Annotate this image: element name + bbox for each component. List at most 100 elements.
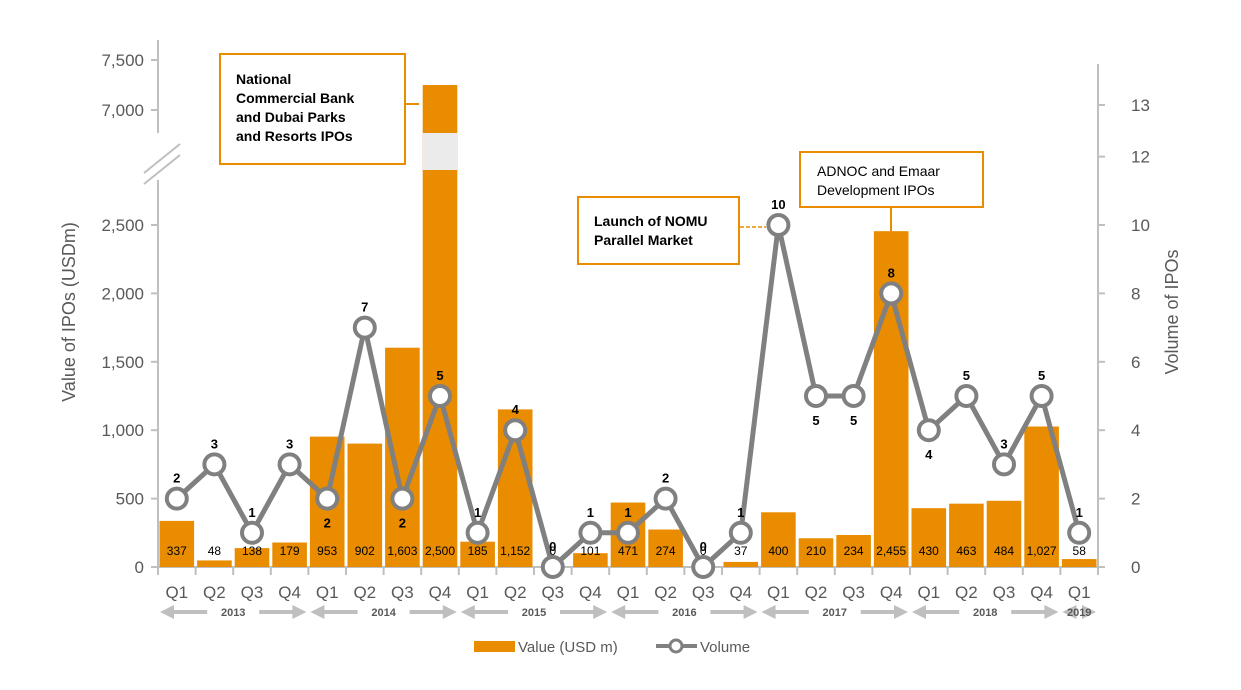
legend-volume-marker-icon bbox=[668, 638, 684, 654]
arrow-right-icon bbox=[743, 605, 758, 619]
volume-value-label: 1 bbox=[737, 505, 744, 520]
callout-ncb-line: and Resorts IPOs bbox=[236, 128, 353, 144]
volume-marker bbox=[428, 384, 452, 408]
quarter-label: Q4 bbox=[429, 583, 452, 602]
volume-value-label: 5 bbox=[850, 413, 857, 428]
value-bar bbox=[197, 560, 232, 567]
callout-ncb: National Commercial Bank and Dubai Parks… bbox=[219, 53, 406, 165]
value-bar bbox=[986, 500, 1022, 567]
value-bar bbox=[347, 443, 383, 567]
volume-value-label: 5 bbox=[1038, 368, 1045, 383]
volume-value-label: 5 bbox=[963, 368, 970, 383]
bar-value-label: 902 bbox=[355, 544, 375, 558]
volume-value-label: 2 bbox=[173, 471, 180, 486]
value-bar bbox=[234, 548, 270, 567]
value-bar bbox=[385, 347, 420, 567]
callout-nomu-line: Parallel Market bbox=[594, 232, 693, 248]
bar-value-label: 138 bbox=[242, 544, 262, 558]
right-tick-label: 12 bbox=[1131, 148, 1150, 167]
quarter-label: Q3 bbox=[241, 583, 264, 602]
volume-value-label: 1 bbox=[1076, 505, 1083, 520]
value-bar bbox=[723, 561, 759, 567]
bar-value-label: 58 bbox=[1073, 544, 1087, 558]
callout-adnoc-line: ADNOC and Emaar bbox=[817, 163, 940, 179]
right-tick-label: 13 bbox=[1131, 96, 1150, 115]
volume-value-label: 0 bbox=[549, 539, 556, 554]
bar-value-label: 400 bbox=[768, 544, 788, 558]
volume-marker bbox=[879, 281, 904, 306]
arrow-right-icon bbox=[1044, 605, 1059, 619]
value-bar bbox=[836, 534, 871, 567]
callout-nomu: Launch of NOMU Parallel Market bbox=[577, 196, 740, 265]
left-tick-label: 0 bbox=[135, 558, 144, 577]
quarter-label: Q1 bbox=[165, 583, 188, 602]
right-tick-label: 10 bbox=[1131, 216, 1150, 235]
value-bar bbox=[159, 520, 195, 567]
volume-value-label: 3 bbox=[211, 436, 218, 451]
volume-marker bbox=[616, 520, 640, 545]
quarter-label: Q2 bbox=[805, 583, 828, 602]
volume-value-label: 10 bbox=[771, 197, 785, 212]
bar-value-label: 1,152 bbox=[500, 544, 530, 558]
value-bar bbox=[272, 542, 307, 567]
volume-value-label: 1 bbox=[248, 505, 255, 520]
arrow-right-icon bbox=[442, 605, 457, 619]
bar-value-label: 0 bbox=[549, 544, 556, 558]
year-bracket: 2014 bbox=[310, 605, 457, 619]
legend: Value (USD m) Volume bbox=[474, 638, 750, 656]
quarter-label: Q4 bbox=[1030, 583, 1053, 602]
left-tick-label: 2,500 bbox=[101, 216, 144, 235]
bar-value-label: 337 bbox=[167, 544, 187, 558]
callout-ncb-line: and Dubai Parks bbox=[236, 109, 346, 125]
year-label: 2015 bbox=[522, 607, 546, 619]
left-tick-label: 2,000 bbox=[101, 284, 144, 303]
axis-break-mark bbox=[143, 143, 181, 174]
bar-value-label: 185 bbox=[468, 544, 488, 558]
value-bar bbox=[1061, 559, 1097, 567]
quarter-label: Q2 bbox=[203, 583, 226, 602]
arrow-left-icon bbox=[611, 605, 626, 619]
volume-marker bbox=[1029, 384, 1054, 408]
legend-volume-label: Volume bbox=[700, 639, 750, 656]
value-bar bbox=[1024, 426, 1059, 567]
volume-value-label: 8 bbox=[888, 265, 895, 280]
year-bracket: 2013 bbox=[160, 605, 307, 619]
bar-value-label: 1,027 bbox=[1027, 544, 1057, 558]
right-tick-label: 6 bbox=[1131, 353, 1140, 372]
bar-value-label: 953 bbox=[317, 544, 337, 558]
arrow-left-icon bbox=[912, 605, 926, 619]
volume-value-label: 2 bbox=[399, 516, 406, 531]
value-bar bbox=[911, 508, 947, 567]
volume-value-label: 7 bbox=[361, 300, 368, 315]
quarter-label: Q4 bbox=[579, 583, 602, 602]
arrow-left-icon bbox=[160, 605, 174, 619]
volume-value-label: 2 bbox=[324, 516, 331, 531]
year-label: 2019 bbox=[1067, 607, 1091, 619]
volume-marker bbox=[202, 452, 227, 477]
right-axis-title: Volume of IPOs bbox=[1162, 249, 1182, 374]
quarter-label: Q1 bbox=[767, 583, 790, 602]
quarter-label: Q1 bbox=[617, 583, 640, 602]
year-label: 2018 bbox=[973, 607, 997, 619]
volume-marker bbox=[390, 486, 415, 511]
bar-value-label: 0 bbox=[700, 544, 707, 558]
arrow-left-icon bbox=[460, 605, 475, 619]
volume-marker bbox=[766, 213, 791, 237]
volume-marker bbox=[540, 555, 565, 579]
quarter-label: Q3 bbox=[842, 583, 865, 602]
quarter-label: Q1 bbox=[316, 583, 339, 602]
arrow-left-icon bbox=[761, 605, 776, 619]
quarter-label: Q1 bbox=[917, 583, 940, 602]
callout-adnoc: ADNOC and Emaar Development IPOs bbox=[799, 151, 984, 208]
bar-value-label: 210 bbox=[806, 544, 826, 558]
volume-value-label: 0 bbox=[700, 539, 707, 554]
volume-marker bbox=[352, 315, 377, 340]
quarter-label: Q1 bbox=[1068, 583, 1091, 602]
bar-value-label: 37 bbox=[734, 544, 748, 558]
volume-value-label: 3 bbox=[286, 436, 293, 451]
quarter-label: Q3 bbox=[692, 583, 715, 602]
quarter-label: Q3 bbox=[993, 583, 1016, 602]
year-bracket: 2018 bbox=[912, 605, 1059, 619]
value-bar bbox=[460, 541, 495, 567]
volume-value-label: 4 bbox=[925, 447, 933, 462]
